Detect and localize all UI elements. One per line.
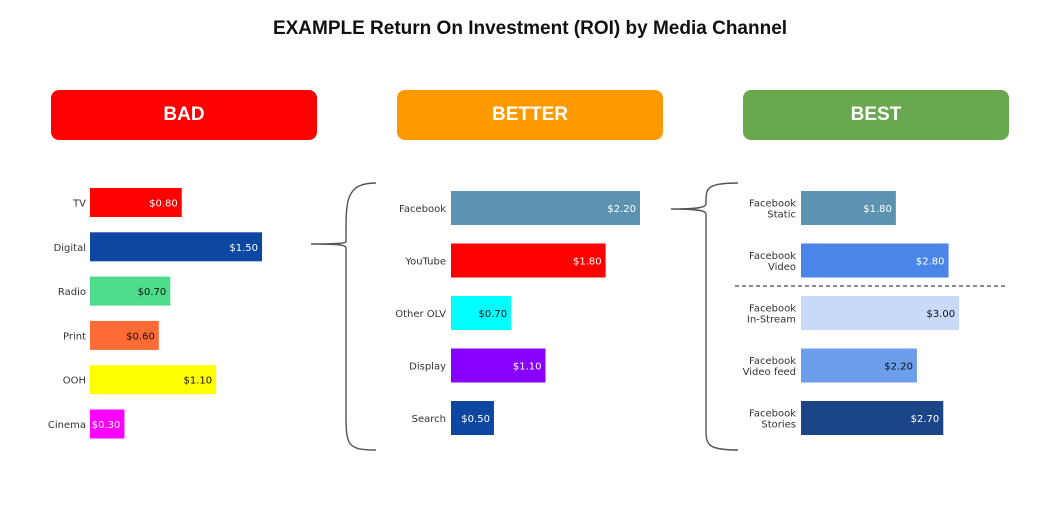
category-label-0-4: OOH [63,376,86,387]
bar-0-1 [90,232,263,262]
brace-left [310,182,377,451]
category-label-0-2: Radio [58,287,86,298]
data-label-0-3: $0.60 [126,331,155,342]
bar-0-5 [90,409,125,439]
category-label-0-5: Cinema [48,420,86,431]
category-label-1-2: Other OLV [395,309,446,320]
bar-0-2 [90,276,171,306]
category-label-1-4: Search [412,414,446,425]
data-label-2-2: $3.00 [926,309,955,320]
better-header: BETTER [397,90,663,140]
data-label-0-1: $1.50 [229,243,258,254]
bar-1-0 [451,191,640,225]
data-label-0-4: $1.10 [184,376,213,387]
category-label-1-0: Facebook [399,204,446,215]
bar-2-4 [801,401,944,435]
category-label-0-3: Print [63,331,86,342]
bar-2-0 [801,191,896,225]
bar-1-2 [451,296,512,330]
category-label-2-4: Facebook Stories [749,409,796,431]
data-label-1-0: $2.20 [607,204,636,215]
data-label-2-4: $2.70 [911,414,940,425]
data-label-1-4: $0.50 [461,414,490,425]
category-label-1-1: YouTube [404,257,446,268]
bar-0-3 [90,320,159,350]
data-label-2-1: $2.80 [916,257,945,268]
data-label-2-3: $2.20 [884,362,913,373]
category-label-0-0: TV [72,199,86,210]
bar-1-1 [451,243,606,278]
data-label-2-0: $1.80 [863,204,892,215]
data-label-1-3: $1.10 [513,362,542,373]
chart-title: EXAMPLE Return On Investment (ROI) by Me… [272,18,788,39]
data-label-1-1: $1.80 [573,257,602,268]
data-label-0-5: $0.30 [92,420,121,431]
best-header: BEST [743,90,1009,140]
data-label-0-0: $0.80 [149,199,178,210]
bar-1-3 [451,348,546,383]
category-label-0-1: Digital [54,243,86,254]
bar-2-3 [801,348,917,383]
category-label-2-1: Facebook Video [749,251,796,273]
data-label-0-2: $0.70 [138,287,167,298]
bad-header: BAD [51,90,317,140]
category-label-2-2: Facebook In-Stream [747,304,796,326]
category-label-1-3: Display [409,362,446,373]
bar-1-4 [451,401,494,435]
bar-0-0 [90,188,182,217]
brace-right [670,182,739,451]
bar-2-1 [801,243,949,278]
category-label-2-0: Facebook Static [749,199,796,221]
data-label-1-2: $0.70 [478,309,507,320]
bar-0-4 [90,365,217,395]
category-label-2-3: Facebook Video feed [743,356,797,378]
bar-2-2 [801,296,960,330]
